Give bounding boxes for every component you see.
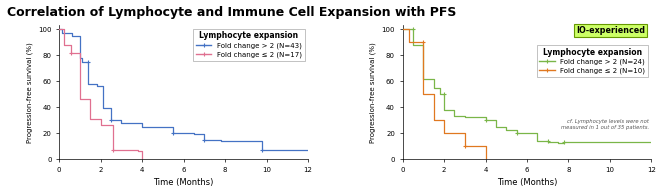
Legend: Fold change > 2 (N=43), Fold change ≤ 2 (N=17): Fold change > 2 (N=43), Fold change ≤ 2 … [193,29,305,61]
Y-axis label: Progression-free survival (%): Progression-free survival (%) [26,42,32,143]
Text: Correlation of Lymphocyte and Immune Cell Expansion with PFS: Correlation of Lymphocyte and Immune Cel… [7,6,456,19]
X-axis label: Time (Months): Time (Months) [153,178,214,187]
X-axis label: Time (Months): Time (Months) [497,178,557,187]
Text: IO-experienced: IO-experienced [576,26,645,35]
Text: cf. Lymphocyte levels were not
measured in 1 out of 35 patients.: cf. Lymphocyte levels were not measured … [561,119,649,130]
Y-axis label: Progression-free survival (%): Progression-free survival (%) [369,42,376,143]
Legend: Fold change > 2 (N=24), Fold change ≤ 2 (N=10): Fold change > 2 (N=24), Fold change ≤ 2 … [536,45,648,77]
